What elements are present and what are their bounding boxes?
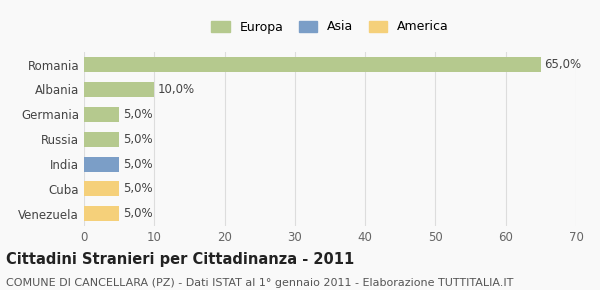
Text: 5,0%: 5,0% — [122, 108, 152, 121]
Legend: Europa, Asia, America: Europa, Asia, America — [207, 17, 453, 37]
Bar — [84, 157, 119, 171]
Bar — [84, 82, 154, 97]
Bar — [84, 182, 119, 196]
Bar — [84, 132, 119, 147]
Text: 65,0%: 65,0% — [544, 58, 581, 71]
Text: Cittadini Stranieri per Cittadinanza - 2011: Cittadini Stranieri per Cittadinanza - 2… — [6, 252, 354, 267]
Text: 5,0%: 5,0% — [122, 182, 152, 195]
Text: 5,0%: 5,0% — [122, 133, 152, 146]
Text: 10,0%: 10,0% — [158, 83, 195, 96]
Bar — [84, 206, 119, 221]
Bar — [84, 57, 541, 72]
Text: COMUNE DI CANCELLARA (PZ) - Dati ISTAT al 1° gennaio 2011 - Elaborazione TUTTITA: COMUNE DI CANCELLARA (PZ) - Dati ISTAT a… — [6, 278, 514, 288]
Bar — [84, 107, 119, 122]
Text: 5,0%: 5,0% — [122, 157, 152, 171]
Text: 5,0%: 5,0% — [122, 207, 152, 220]
